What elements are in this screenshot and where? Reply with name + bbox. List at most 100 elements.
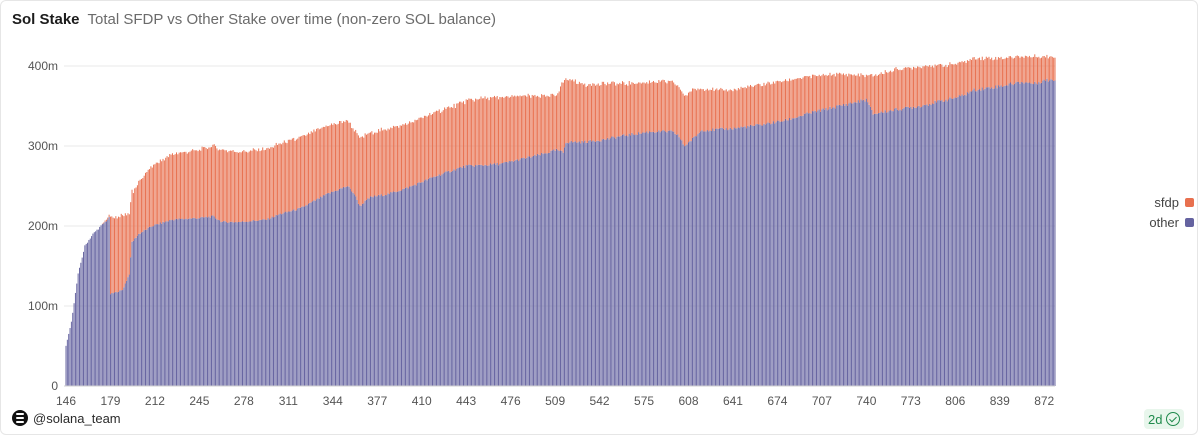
bar-sfdp bbox=[250, 150, 252, 222]
bar-other bbox=[211, 215, 213, 386]
bar-sfdp bbox=[754, 85, 756, 126]
bar-sfdp bbox=[859, 76, 861, 103]
bar-other bbox=[929, 103, 931, 386]
bar-sfdp bbox=[445, 108, 447, 172]
bar-other bbox=[186, 219, 188, 386]
bar-sfdp bbox=[390, 127, 392, 193]
bar-sfdp bbox=[925, 65, 927, 106]
bar-other bbox=[723, 128, 725, 387]
bar-other bbox=[979, 89, 981, 386]
bar-sfdp bbox=[406, 124, 408, 188]
bar-other bbox=[774, 123, 776, 386]
bar-other bbox=[415, 185, 417, 386]
bar-sfdp bbox=[178, 152, 180, 219]
bar-sfdp bbox=[410, 122, 412, 187]
bar-other bbox=[104, 221, 106, 386]
bar-other bbox=[523, 157, 525, 386]
bar-sfdp bbox=[484, 96, 486, 165]
bar-other bbox=[787, 120, 789, 387]
bar-sfdp bbox=[309, 133, 311, 203]
bar-sfdp bbox=[204, 147, 206, 218]
bar-other bbox=[375, 196, 377, 386]
bar-sfdp bbox=[142, 178, 144, 232]
bar-other bbox=[1045, 80, 1047, 386]
bar-sfdp bbox=[654, 82, 656, 133]
bar-other bbox=[192, 218, 194, 386]
bar-other bbox=[775, 122, 777, 387]
bar-other bbox=[169, 219, 171, 386]
freshness-badge[interactable]: 2d bbox=[1144, 409, 1185, 429]
bar-sfdp bbox=[353, 131, 355, 195]
y-tick-label: 0 bbox=[51, 379, 58, 393]
bar-other bbox=[367, 198, 369, 386]
bar-sfdp bbox=[764, 85, 766, 125]
bar-other bbox=[551, 150, 553, 386]
bar-other bbox=[448, 170, 450, 386]
bar-other bbox=[273, 217, 274, 386]
bar-sfdp bbox=[395, 126, 397, 193]
bar-other bbox=[803, 113, 805, 386]
bar-other bbox=[652, 131, 654, 386]
bar-sfdp bbox=[206, 149, 208, 218]
y-tick-label: 400m bbox=[28, 59, 58, 73]
bar-sfdp bbox=[367, 133, 369, 199]
bar-sfdp bbox=[852, 75, 854, 104]
bar-other bbox=[681, 140, 683, 386]
bar-sfdp bbox=[584, 83, 586, 141]
bar-other bbox=[228, 222, 230, 386]
bar-sfdp bbox=[136, 185, 138, 236]
bar-other bbox=[372, 197, 374, 386]
bar-other bbox=[557, 150, 559, 386]
bar-sfdp bbox=[894, 68, 896, 109]
bar-sfdp bbox=[246, 151, 248, 222]
bar-other bbox=[500, 163, 502, 386]
x-tick-label: 443 bbox=[456, 394, 476, 408]
bar-sfdp bbox=[312, 132, 314, 202]
bar-sfdp bbox=[209, 147, 211, 218]
legend-item-sfdp[interactable]: sfdp bbox=[1140, 192, 1194, 212]
x-tick-label: 311 bbox=[279, 394, 298, 408]
bar-sfdp bbox=[938, 64, 940, 101]
bar-sfdp bbox=[115, 216, 117, 292]
bar-other bbox=[841, 105, 843, 387]
bar-other bbox=[274, 216, 276, 386]
bar-sfdp bbox=[290, 139, 292, 212]
bar-other bbox=[806, 112, 808, 386]
bar-sfdp bbox=[549, 96, 551, 153]
bar-sfdp bbox=[844, 75, 846, 106]
bar-sfdp bbox=[599, 85, 601, 142]
bar-sfdp bbox=[111, 216, 113, 294]
bar-sfdp bbox=[577, 83, 579, 143]
bar-other bbox=[1018, 81, 1020, 387]
bar-sfdp bbox=[407, 123, 409, 189]
bar-sfdp bbox=[892, 71, 894, 112]
bar-other bbox=[283, 212, 285, 386]
bar-other bbox=[374, 195, 376, 386]
bar-other bbox=[871, 109, 873, 386]
bar-sfdp bbox=[623, 82, 625, 135]
bar-other bbox=[341, 188, 343, 386]
bar-sfdp bbox=[1039, 58, 1041, 84]
bar-sfdp bbox=[574, 79, 576, 142]
bar-sfdp bbox=[663, 80, 665, 131]
bar-other bbox=[277, 215, 279, 386]
bar-other bbox=[906, 106, 908, 387]
bar-other bbox=[760, 125, 762, 386]
bar-sfdp bbox=[841, 74, 843, 106]
bar-sfdp bbox=[756, 83, 758, 125]
bar-other bbox=[365, 199, 367, 386]
bar-sfdp bbox=[735, 89, 737, 129]
bar-sfdp bbox=[570, 80, 572, 141]
bar-other bbox=[550, 150, 552, 386]
bar-other bbox=[101, 224, 103, 386]
bar-sfdp bbox=[700, 88, 702, 132]
author-credit[interactable]: @solana_team bbox=[12, 410, 121, 426]
bar-sfdp bbox=[987, 57, 989, 88]
bar-other bbox=[91, 236, 93, 386]
bar-other bbox=[980, 90, 982, 386]
bar-sfdp bbox=[493, 95, 495, 164]
legend-item-other[interactable]: other bbox=[1140, 212, 1194, 232]
bar-other bbox=[646, 131, 648, 386]
bar-other bbox=[754, 125, 756, 386]
